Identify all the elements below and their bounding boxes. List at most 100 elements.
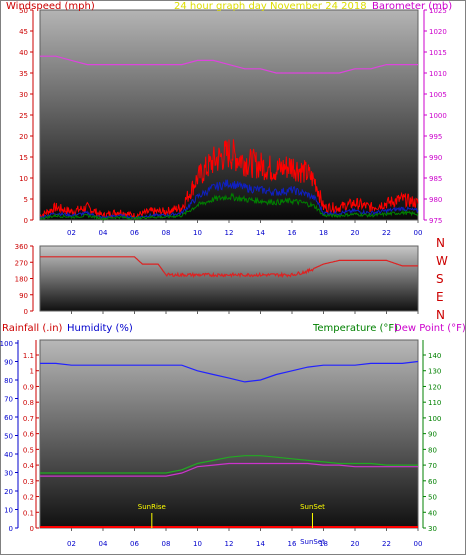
rain-tick-label: 0.9 xyxy=(23,383,34,391)
humidity-tick-label: 0 xyxy=(9,525,13,533)
x-tick-label: 06 xyxy=(130,229,139,237)
direction-tick-label: 0 xyxy=(24,308,28,316)
rain-tick-label: 0.2 xyxy=(23,494,34,502)
barometer-tick-label: 985 xyxy=(429,175,442,183)
humidity-tick-label: 60 xyxy=(4,414,13,422)
barometer-tick-label: 980 xyxy=(429,196,442,204)
rain-tick-label: 0.4 xyxy=(23,462,35,470)
x-tick-label: 12 xyxy=(225,229,234,237)
compass-direction-label: N xyxy=(436,236,445,250)
temp-tick-label: 90 xyxy=(428,431,437,439)
windspeed-tick-label: 30 xyxy=(19,91,28,99)
panel1-plot-area xyxy=(39,9,419,221)
humidity-tick-label: 10 xyxy=(4,507,13,515)
x-tick-label: 08 xyxy=(162,229,171,237)
humidity-axis-title: Humidity (%) xyxy=(67,323,133,334)
tick-layer: 0510152025303540455097598098599099510001… xyxy=(0,7,448,548)
windspeed-tick-label: 20 xyxy=(19,133,28,141)
x-tick-label: 04 xyxy=(99,540,108,548)
windspeed-tick-label: 0 xyxy=(24,217,28,225)
x-tick-label: 02 xyxy=(67,540,76,548)
barometer-tick-label: 1010 xyxy=(429,70,447,78)
temp-tick-label: 120 xyxy=(428,383,441,391)
humidity-tick-label: 40 xyxy=(4,451,13,459)
temp-tick-label: 110 xyxy=(428,399,441,407)
humidity-tick-label: 70 xyxy=(4,396,13,404)
temp-tick-label: 70 xyxy=(428,462,437,470)
x-tick-label: 10 xyxy=(193,540,202,548)
barometer-tick-label: 1025 xyxy=(429,7,447,15)
x-tick-label: 18 xyxy=(319,229,328,237)
rain-tick-label: 0.1 xyxy=(23,509,34,517)
rain-tick-label: 0.7 xyxy=(23,415,34,423)
windspeed-tick-label: 5 xyxy=(24,196,28,204)
x-tick-label: 04 xyxy=(99,229,108,237)
x-tick-label: 00 xyxy=(414,229,423,237)
barometer-axis-title: Barometer (mb) xyxy=(372,1,452,12)
x-tick-label: 20 xyxy=(351,229,360,237)
x-tick-label: 22 xyxy=(382,229,391,237)
windspeed-tick-label: 45 xyxy=(19,28,28,36)
barometer-tick-label: 990 xyxy=(429,154,442,162)
dewpoint-axis-title: Dew Point (°F) xyxy=(394,323,466,334)
humidity-tick-label: 30 xyxy=(4,470,13,478)
temp-tick-label: 80 xyxy=(428,446,437,454)
temp-tick-label: 50 xyxy=(428,494,437,502)
x-tick-label: 02 xyxy=(67,229,76,237)
barometer-tick-label: 995 xyxy=(429,133,442,141)
wind-direction-line xyxy=(40,256,418,279)
x-tick-label: 00 xyxy=(414,540,423,548)
direction-tick-label: 270 xyxy=(15,259,28,267)
sunset-label: SunSet xyxy=(300,503,325,511)
x-tick-label: 06 xyxy=(130,540,139,548)
temp-tick-label: 30 xyxy=(428,525,437,533)
humidity-line xyxy=(40,360,419,383)
barometer-tick-label: 1015 xyxy=(429,49,447,57)
x-tick-label: 22 xyxy=(382,540,391,548)
direction-tick-label: 360 xyxy=(15,243,28,251)
rain-tick-label: 0.8 xyxy=(23,399,34,407)
rain-tick-label: 0.5 xyxy=(23,446,34,454)
humidity-tick-label: 50 xyxy=(4,433,13,441)
windspeed-tick-label: 10 xyxy=(19,175,28,183)
barometer-line xyxy=(40,55,418,74)
temp-tick-label: 60 xyxy=(428,478,437,486)
temp-tick-label: 100 xyxy=(428,415,441,423)
windspeed-low-line xyxy=(39,192,419,221)
windspeed-axis-title: Windspeed (mph) xyxy=(6,1,95,12)
sunrise-label: SunRise xyxy=(138,503,166,511)
compass-direction-label: W xyxy=(436,254,448,268)
humidity-tick-label: 100 xyxy=(0,340,13,348)
series-layer xyxy=(39,55,419,528)
chart-title: 24 hour graph day November 24 2018 xyxy=(174,1,367,12)
x-tick-label: 08 xyxy=(162,540,171,548)
temp-tick-label: 140 xyxy=(428,352,441,360)
x-tick-label: 14 xyxy=(256,229,265,237)
x-tick-label: 16 xyxy=(288,540,297,548)
x-tick-label: 20 xyxy=(351,540,360,548)
x-tick-label: 12 xyxy=(225,540,234,548)
barometer-tick-label: 1000 xyxy=(429,112,447,120)
windspeed-tick-label: 50 xyxy=(19,7,28,15)
compass-direction-label: N xyxy=(436,308,445,322)
rainfall-axis-title: Rainfall (.in) xyxy=(2,323,63,334)
humidity-tick-label: 20 xyxy=(4,488,13,496)
windspeed-tick-label: 35 xyxy=(19,70,28,78)
x-tick-label: 18 xyxy=(319,540,328,548)
annotation-layer: SunRise SunSet SunSet xyxy=(138,503,325,546)
barometer-tick-label: 975 xyxy=(429,217,442,225)
windspeed-tick-label: 40 xyxy=(19,49,28,57)
rain-tick-label: 0 xyxy=(30,525,34,533)
windspeed-tick-label: 15 xyxy=(19,154,28,162)
panel3-plot-area xyxy=(39,339,419,529)
rain-tick-label: 0.6 xyxy=(23,431,35,439)
x-tick-label: 14 xyxy=(256,540,265,548)
temperature-line xyxy=(40,455,418,474)
humidity-tick-label: 80 xyxy=(4,377,13,385)
sunset-axis-label: SunSet xyxy=(300,538,325,546)
direction-tick-label: 90 xyxy=(19,292,28,300)
x-tick-label: 16 xyxy=(288,229,297,237)
rain-tick-label: 1 xyxy=(30,368,34,376)
